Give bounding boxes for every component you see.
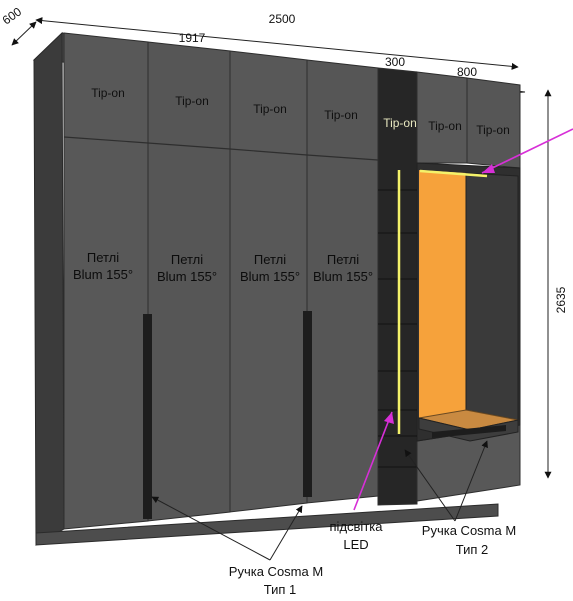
led-arrow-head-1 bbox=[384, 412, 394, 424]
handle-type2 bbox=[432, 425, 506, 438]
handle1-callout-line1: Ручка Cosma M bbox=[229, 564, 323, 579]
led-arrow-head-2 bbox=[482, 164, 495, 173]
hinge-label-3-line1: Петлі bbox=[254, 252, 286, 267]
door-5-top bbox=[416, 71, 468, 164]
niche-shelves bbox=[378, 189, 417, 468]
tip-on-label-4: Tip-on bbox=[324, 108, 358, 122]
hinge-label-2-line1: Петлі bbox=[171, 252, 203, 267]
hinge-label-2-line2: Blum 155° bbox=[157, 269, 217, 284]
section-left-label: 1917 bbox=[179, 31, 206, 45]
hinge-label-4-line2: Blum 155° bbox=[313, 269, 373, 284]
width-dimension-line bbox=[35, 17, 519, 70]
plinth bbox=[35, 503, 499, 546]
left-side-panel bbox=[33, 31, 65, 546]
tip-on-label-2: Tip-on bbox=[175, 94, 209, 108]
handle1-callout-line2: Тип 1 bbox=[264, 582, 297, 597]
tip-on-label-6: Tip-on bbox=[476, 123, 510, 137]
handle-type1-right bbox=[303, 311, 312, 497]
depth-label: 600 bbox=[0, 4, 24, 27]
handle-type1-left bbox=[143, 314, 152, 519]
hinge-label-3-line2: Blum 155° bbox=[240, 269, 300, 284]
led-strips bbox=[397, 169, 488, 434]
tip-on-label-3: Tip-on bbox=[253, 102, 287, 116]
interior-right-wall bbox=[465, 172, 519, 421]
led-callout-arrows bbox=[353, 128, 573, 511]
handle2-callout-line1: Ручка Cosma M bbox=[422, 523, 516, 538]
led-callout-line2: LED bbox=[343, 537, 368, 552]
tip-on-label-1: Tip-on bbox=[91, 86, 125, 100]
orange-side-panel bbox=[419, 170, 466, 418]
hinge-label-4-line1: Петлі bbox=[327, 252, 359, 267]
section-right-label: 800 bbox=[457, 65, 477, 79]
total-width-label: 2500 bbox=[269, 12, 296, 26]
handles bbox=[143, 311, 506, 519]
tip-on-label-niche: Tip-on bbox=[383, 116, 417, 130]
led-callout-line1: підсвітка bbox=[330, 519, 384, 534]
led-strip-horizontal bbox=[419, 169, 488, 178]
tip-on-label-5: Tip-on bbox=[428, 119, 462, 133]
section-mid-label: 300 bbox=[385, 55, 405, 69]
height-label: 2635 bbox=[554, 286, 568, 313]
hinge-label-1-line1: Петлі bbox=[87, 250, 119, 265]
niche-column bbox=[377, 67, 418, 506]
open-section bbox=[416, 162, 521, 442]
callout-arrows bbox=[151, 440, 488, 561]
depth-dimension-line bbox=[11, 21, 37, 46]
dimension-lines bbox=[11, 17, 552, 479]
doors bbox=[63, 32, 521, 530]
upper-door-split bbox=[63, 136, 379, 161]
handle2-callout-line2: Тип 2 bbox=[456, 542, 489, 557]
hinge-label-1-line2: Blum 155° bbox=[73, 267, 133, 282]
